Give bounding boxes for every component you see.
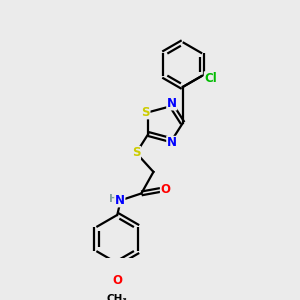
- Text: S: S: [132, 146, 140, 159]
- Text: O: O: [112, 274, 122, 287]
- Text: N: N: [167, 97, 177, 110]
- Text: O: O: [160, 184, 170, 196]
- Text: N: N: [115, 194, 125, 207]
- Text: CH₃: CH₃: [107, 294, 128, 300]
- Text: N: N: [167, 136, 177, 149]
- Text: Cl: Cl: [204, 72, 217, 85]
- Text: H: H: [110, 194, 118, 204]
- Text: S: S: [141, 106, 150, 119]
